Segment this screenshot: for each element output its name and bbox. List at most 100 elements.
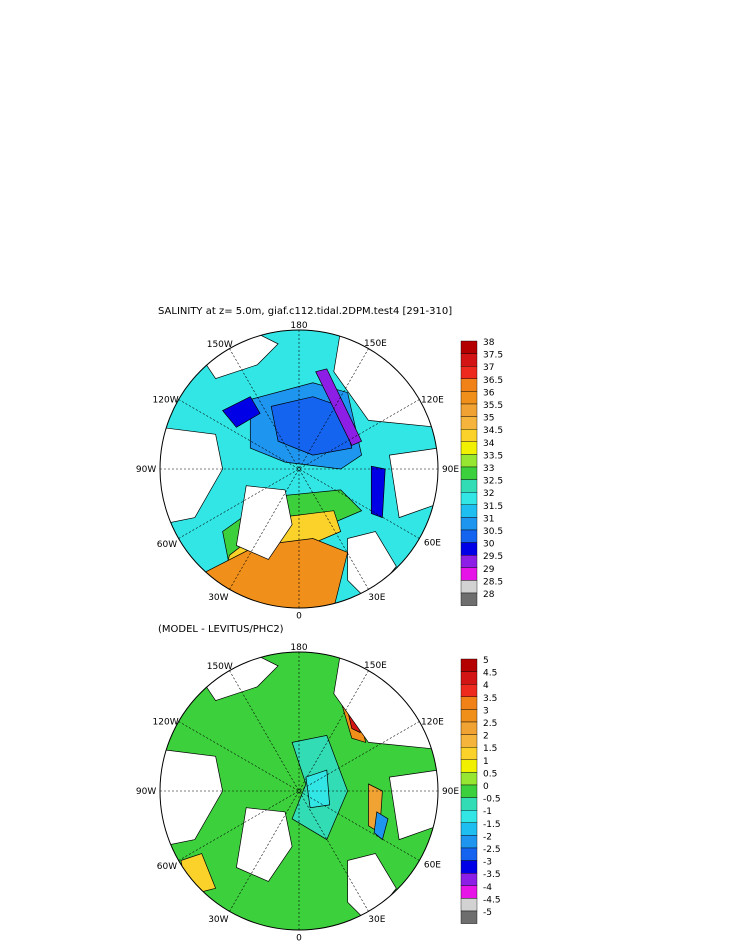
colorbar-label: 3 bbox=[483, 706, 489, 716]
colorbar-label: 32.5 bbox=[483, 477, 503, 487]
colorbar-swatch bbox=[460, 479, 478, 493]
colorbar-label: -2 bbox=[483, 832, 492, 842]
colorbar-swatch bbox=[460, 797, 478, 811]
colorbar-swatch bbox=[460, 709, 478, 723]
colorbar-swatch bbox=[460, 885, 478, 899]
map-field bbox=[160, 330, 438, 608]
colorbar-label: 34 bbox=[483, 439, 495, 449]
kara-deficit bbox=[373, 811, 389, 841]
longitude-label: 0 bbox=[296, 612, 302, 622]
colorbar-label: 0 bbox=[483, 782, 489, 792]
colorbar-label: 31.5 bbox=[483, 502, 503, 512]
colorbar-swatch bbox=[460, 860, 478, 874]
longitude-label: 90E bbox=[442, 465, 459, 475]
longitude-label: 30W bbox=[208, 593, 228, 603]
colorbar-label: -2.5 bbox=[483, 845, 501, 855]
colorbar-swatch bbox=[460, 772, 478, 786]
longitude-label: 30W bbox=[208, 915, 228, 925]
colorbar-swatch bbox=[460, 835, 478, 849]
land-siberia-west bbox=[388, 447, 438, 519]
colorbar-label: 31 bbox=[483, 514, 494, 524]
land-canada bbox=[160, 426, 223, 526]
colorbar-label: -4 bbox=[483, 883, 492, 893]
colorbar-swatch bbox=[460, 810, 478, 824]
longitude-label: 60E bbox=[424, 861, 441, 871]
colorbar-label: 33.5 bbox=[483, 451, 503, 461]
longitude-label: 0 bbox=[296, 934, 302, 944]
colorbar-label: 36 bbox=[483, 388, 495, 398]
colorbar-swatch bbox=[460, 391, 478, 405]
longitude-label: 30E bbox=[368, 593, 385, 603]
colorbar-swatch bbox=[460, 910, 478, 924]
longitude-label: 120W bbox=[153, 718, 179, 728]
colorbar-label: 5 bbox=[483, 656, 489, 666]
colorbar-swatch bbox=[460, 517, 478, 531]
colorbar-swatch bbox=[460, 784, 478, 798]
colorbar-swatch bbox=[460, 592, 478, 606]
colorbar-label: 33 bbox=[483, 464, 494, 474]
colorbar-label: 36.5 bbox=[483, 376, 503, 386]
colorbar-label: 4 bbox=[483, 681, 489, 691]
colorbar-label: -3 bbox=[483, 858, 492, 868]
colorbar-swatch bbox=[460, 492, 478, 506]
colorbar-label: 1.5 bbox=[483, 744, 497, 754]
longitude-label: 60E bbox=[424, 539, 441, 549]
colorbar-label: 3.5 bbox=[483, 694, 497, 704]
longitude-label: 60W bbox=[157, 540, 177, 550]
colorbar-swatch bbox=[460, 454, 478, 468]
colorbar-label: 30.5 bbox=[483, 527, 503, 537]
longitude-label: 180 bbox=[290, 321, 307, 331]
colorbar-label: 30 bbox=[483, 540, 495, 550]
longitude-label: 90W bbox=[136, 465, 156, 475]
longitude-label: 120E bbox=[421, 718, 444, 728]
salinity-panel: 180 150E 120E 90E 60E 30E 0 30W 60W 90W 120W 150W 38… bbox=[136, 321, 503, 622]
colorbar-swatch bbox=[460, 721, 478, 735]
colorbar-label: 35 bbox=[483, 414, 494, 424]
colorbar-swatch bbox=[460, 734, 478, 748]
colorbar-swatch bbox=[460, 340, 478, 354]
colorbar-swatch bbox=[460, 822, 478, 836]
map-boundary bbox=[159, 329, 439, 609]
colorbar-label: 28.5 bbox=[483, 577, 503, 587]
colorbar-label: -3.5 bbox=[483, 870, 501, 880]
map-boundary bbox=[159, 651, 439, 931]
colorbar-label: 29.5 bbox=[483, 552, 503, 562]
colorbar-label: -0.5 bbox=[483, 795, 501, 805]
colorbar-swatch bbox=[460, 441, 478, 455]
colorbar-label: 2.5 bbox=[483, 719, 497, 729]
longitude-label: 120W bbox=[153, 396, 179, 406]
colorbar-label: -4.5 bbox=[483, 895, 501, 905]
colorbar-swatch bbox=[460, 684, 478, 698]
colorbar-label: 37 bbox=[483, 363, 494, 373]
land-greenland bbox=[236, 807, 293, 882]
longitude-label: 150E bbox=[364, 661, 387, 671]
basin-core-field bbox=[270, 396, 353, 456]
longitude-label: 150W bbox=[207, 340, 233, 350]
colorbar-label: -1.5 bbox=[483, 820, 501, 830]
colorbar-swatch bbox=[460, 567, 478, 581]
colorbar-label: -1 bbox=[483, 807, 492, 817]
colorbar-swatch bbox=[460, 555, 478, 569]
colorbar-swatch bbox=[460, 898, 478, 912]
longitude-label: 120E bbox=[421, 396, 444, 406]
longitude-label: 30E bbox=[368, 915, 385, 925]
colorbar-label: 28 bbox=[483, 590, 495, 600]
longitude-label: 90E bbox=[442, 787, 459, 797]
panel-2-title: (MODEL - LEVITUS/PHC2) bbox=[158, 624, 284, 635]
kara-front bbox=[370, 465, 386, 519]
colorbar-label: 35.5 bbox=[483, 401, 503, 411]
land-greenland bbox=[236, 485, 293, 560]
land-siberia-west bbox=[388, 769, 438, 841]
colorbar-label: -5 bbox=[483, 908, 492, 918]
siberian-shelf-front bbox=[315, 368, 363, 446]
longitude-label: 60W bbox=[157, 862, 177, 872]
colorbar-label: 0.5 bbox=[483, 769, 497, 779]
colorbar-swatch bbox=[460, 658, 478, 672]
land-canada bbox=[160, 748, 223, 848]
colorbar-label: 37.5 bbox=[483, 351, 503, 361]
colorbar-label: 38 bbox=[483, 338, 495, 348]
longitude-label: 150E bbox=[364, 339, 387, 349]
colorbar-swatch bbox=[460, 696, 478, 710]
colorbar-swatch bbox=[460, 416, 478, 430]
